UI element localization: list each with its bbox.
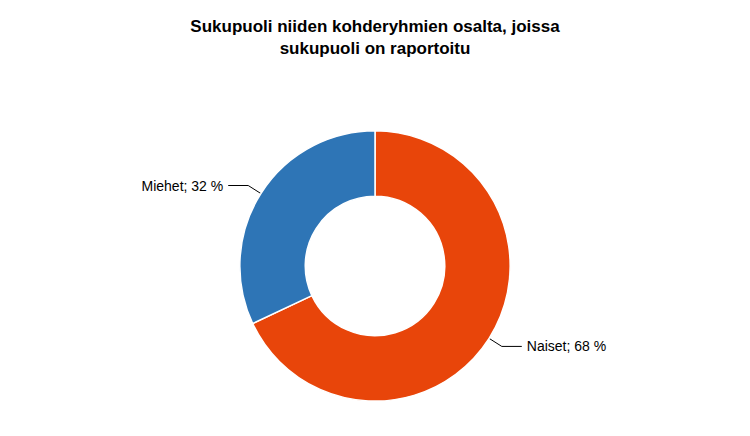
svg-text:Naiset; 68 %: Naiset; 68 % <box>527 338 606 354</box>
svg-text:sukupuoli on raportoitu: sukupuoli on raportoitu <box>280 39 471 58</box>
svg-text:Sukupuoli niiden kohderyhmien: Sukupuoli niiden kohderyhmien osalta, jo… <box>190 17 560 36</box>
svg-text:Miehet; 32 %: Miehet; 32 % <box>141 178 223 194</box>
